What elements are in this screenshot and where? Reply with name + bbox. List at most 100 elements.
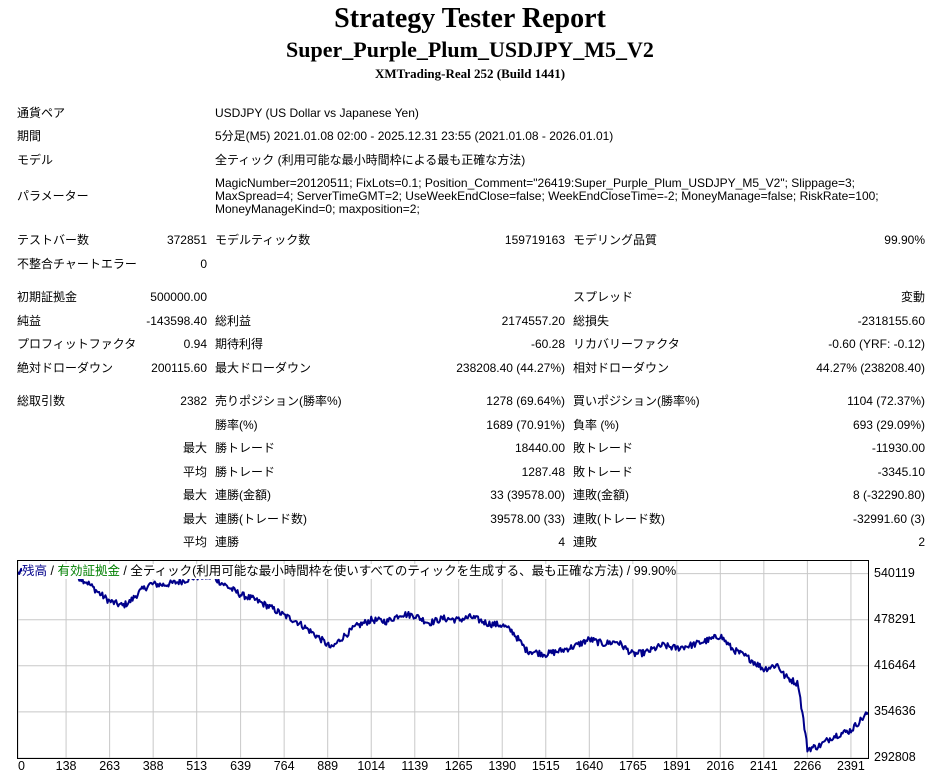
cons-loss-amt-value: 8 (-32290.80) <box>852 488 925 502</box>
pf-label: プロフィットファクタ <box>17 337 137 351</box>
model-value: 全ティック (利用可能な最小時間枠による最も正確な方法) <box>215 153 526 167</box>
params-value: MagicNumber=20120511; FixLots=0.1; Posit… <box>215 176 879 216</box>
avg-loss-value: -3345.10 <box>877 465 925 479</box>
cons-wins-trd-value: 39578.00 (33) <box>490 512 565 526</box>
long-label: 買いポジション(勝率%) <box>573 394 700 408</box>
server-build: XMTrading-Real 252 (Build 1441) <box>374 66 566 81</box>
ticks-label: モデルティック数 <box>215 233 311 247</box>
max-cons-trd-label: 最大 <box>182 512 207 526</box>
avg-cons-label: 平均 <box>182 535 207 549</box>
model-label: モデル <box>17 153 54 167</box>
gross-profit-value: 2174557.20 <box>501 314 565 328</box>
largest-win-label: 勝トレード <box>215 441 276 455</box>
bars-value: 372851 <box>166 233 207 247</box>
trades-value: 2382 <box>180 394 207 408</box>
x-tick-label: 1640 <box>575 759 604 773</box>
cons-loss-trd-label: 連敗(トレード数) <box>573 512 665 526</box>
spread-label: スプレッド <box>573 290 634 304</box>
average-label: 平均 <box>182 465 207 479</box>
cons-loss-trd-value: -32991.60 (3) <box>852 512 925 526</box>
x-tick-label: 639 <box>230 759 252 773</box>
trades-label: 総取引数 <box>17 394 66 408</box>
legend-equity: 有効証拠金 <box>57 564 120 578</box>
long-value: 1104 (72.37%) <box>847 394 925 408</box>
quality-value: 99.90% <box>884 233 925 247</box>
recovery-value: -0.60 (YRF: -0.12) <box>828 337 925 351</box>
params-label: パラメーター <box>17 189 89 203</box>
mismatch-label: 不整合チャートエラー <box>17 257 137 271</box>
net-label: 純益 <box>17 314 42 328</box>
cons-wins-amt-label: 連勝(金額) <box>215 488 271 502</box>
deposit-value: 500000.00 <box>150 290 207 304</box>
y-tick-label: 540119 <box>874 565 915 580</box>
avg-cons-win-label: 連勝 <box>215 535 240 549</box>
x-tick-label: 2141 <box>749 759 778 773</box>
x-tick-label: 1265 <box>444 759 473 773</box>
bars-label: テストバー数 <box>17 233 90 247</box>
gross-loss-label: 総損失 <box>573 314 610 328</box>
x-tick-label: 263 <box>99 759 121 773</box>
x-tick-label: 2266 <box>793 759 822 773</box>
win-value: 1689 (70.91%) <box>486 418 565 432</box>
y-tick-label: 354636 <box>874 703 916 718</box>
x-tick-label: 764 <box>273 759 295 773</box>
avg-win-label: 勝トレード <box>215 465 276 479</box>
report-title: Strategy Tester Report <box>334 3 606 34</box>
balance-line <box>18 564 868 753</box>
ea-name: Super_Purple_Plum_USDJPY_M5_V2 <box>286 37 654 62</box>
pair-label: 通貨ペア <box>17 106 66 120</box>
short-label: 売りポジション(勝率%) <box>215 394 342 408</box>
legend-separator: / <box>47 564 58 578</box>
loss-label: 負率 (%) <box>573 418 619 432</box>
x-tick-label: 0 <box>18 759 25 773</box>
legend-description: / 全ティック(利用可能な最小時間枠を使いすべてのティックを生成する、最も正確な… <box>119 564 677 578</box>
abs-dd-value: 200115.60 <box>151 361 207 375</box>
recovery-label: リカバリーファクタ <box>573 337 680 351</box>
x-tick-label: 1891 <box>662 759 691 773</box>
max-dd-value: 238208.40 (44.27%) <box>456 361 565 375</box>
mismatch-value: 0 <box>200 257 207 271</box>
avg-loss-label: 敗トレード <box>573 465 634 479</box>
deposit-label: 初期証拠金 <box>17 290 78 304</box>
loss-value: 693 (29.09%) <box>852 418 925 432</box>
rel-dd-label: 相対ドローダウン <box>573 361 670 375</box>
x-tick-label: 2016 <box>706 759 735 773</box>
max-cons-amt-label: 最大 <box>182 488 207 502</box>
largest-loss-label: 敗トレード <box>573 441 634 455</box>
largest-win-value: 18440.00 <box>514 441 565 455</box>
cons-wins-amt-value: 33 (39578.00) <box>490 488 565 502</box>
y-tick-label: 292808 <box>874 750 916 764</box>
pair-value: USDJPY (US Dollar vs Japanese Yen) <box>215 106 419 120</box>
short-value: 1278 (69.64%) <box>486 394 565 408</box>
cons-wins-trd-label: 連勝(トレード数) <box>215 512 307 526</box>
x-tick-label: 1515 <box>531 759 560 773</box>
chart-legend: 残高 / 有効証拠金 / 全ティック(利用可能な最小時間枠を使いすべてのティック… <box>22 564 677 579</box>
gross-profit-label: 総利益 <box>215 314 252 328</box>
max-dd-label: 最大ドローダウン <box>215 361 312 375</box>
period-label: 期間 <box>17 129 42 143</box>
expected-value: -60.28 <box>530 337 565 351</box>
x-tick-label: 388 <box>142 759 164 773</box>
expected-label: 期待利得 <box>215 337 264 351</box>
largest-loss-value: -11930.00 <box>871 441 925 455</box>
y-tick-label: 478291 <box>874 611 916 626</box>
x-tick-label: 2391 <box>837 759 865 773</box>
x-tick-label: 1390 <box>488 759 517 773</box>
balance-chart: 残高 / 有効証拠金 / 全ティック(利用可能な最小時間枠を使いすべてのティック… <box>17 560 869 759</box>
x-tick-label: 889 <box>317 759 339 773</box>
ticks-value: 159719163 <box>504 233 565 247</box>
quality-label: モデリング品質 <box>573 233 658 247</box>
x-tick-label: 513 <box>186 759 208 773</box>
y-tick-label: 416464 <box>874 657 916 672</box>
avg-win-value: 1287.48 <box>521 465 565 479</box>
net-value: -143598.40 <box>146 314 207 328</box>
x-tick-label: 1765 <box>618 759 647 773</box>
x-tick-label: 138 <box>55 759 77 773</box>
avg-cons-loss-label: 連敗 <box>573 535 598 549</box>
win-label: 勝率(%) <box>215 418 258 432</box>
largest-label: 最大 <box>182 441 207 455</box>
spread-value: 変動 <box>900 290 925 304</box>
legend-balance: 残高 <box>22 564 48 578</box>
rel-dd-value: 44.27% (238208.40) <box>816 361 925 375</box>
avg-cons-loss-value: 2 <box>918 535 925 549</box>
